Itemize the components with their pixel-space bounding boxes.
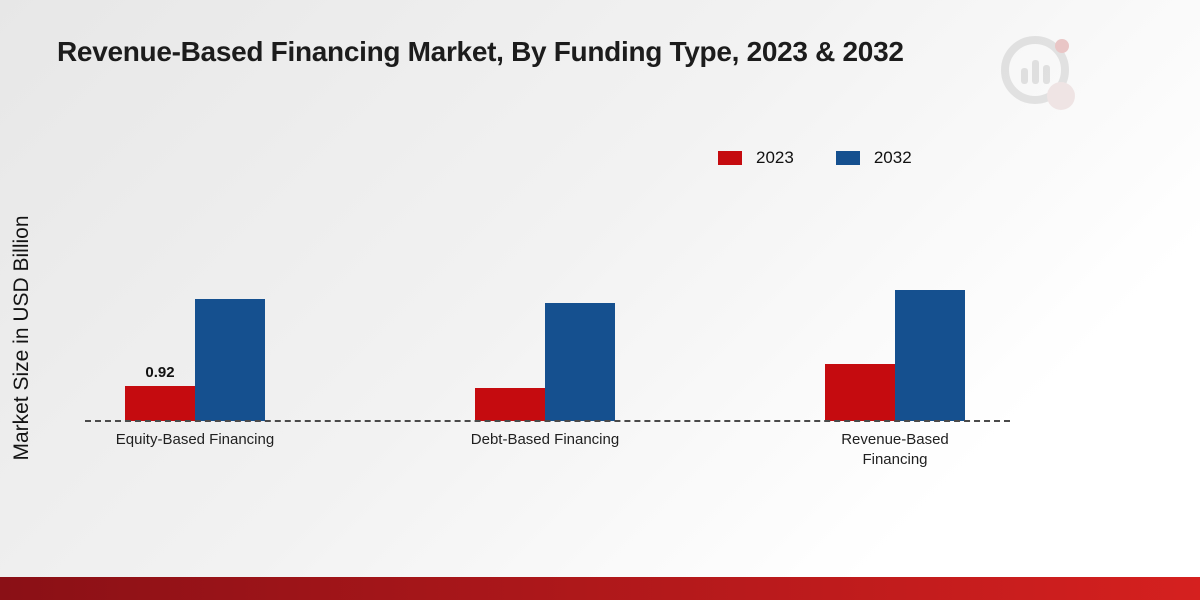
category-label: Revenue-Based Financing [841,431,949,469]
bar-2023-2 [825,364,895,421]
chart-title: Revenue-Based Financing Market, By Fundi… [57,36,904,67]
bar-group [475,303,615,421]
legend-label-2032: 2032 [873,148,912,167]
x-axis-baseline [85,420,1010,422]
legend-swatch-2032-icon [835,151,860,165]
legend-item-2032: 2032 [835,148,912,168]
bar-2023-0: 0.92 [125,364,195,421]
category-label: Debt-Based Financing [470,431,620,448]
bar-value-label: 0.92 [145,364,175,381]
legend-label-2023: 2023 [756,148,794,167]
footer-accent-bar [0,577,1200,600]
brand-watermark-icon [1001,36,1075,110]
bar-group: 0.92 [125,299,265,421]
legend-swatch-2023-icon [718,151,742,165]
category-label: Equity-Based Financing [115,431,275,448]
bar-group [825,290,965,421]
bar-2032-0 [195,299,265,421]
plot-area: 0.92 Equity-Based Financing Debt-Based Fin… [85,140,1010,468]
legend-item-2023: 2023 [718,148,794,168]
y-axis-label: Market Size in USD Billion [10,215,33,461]
bar-2032-1 [545,303,615,421]
bar-2032-2 [895,290,965,421]
bar-2023-1 [475,388,545,421]
legend: 2023 2032 [718,148,912,168]
